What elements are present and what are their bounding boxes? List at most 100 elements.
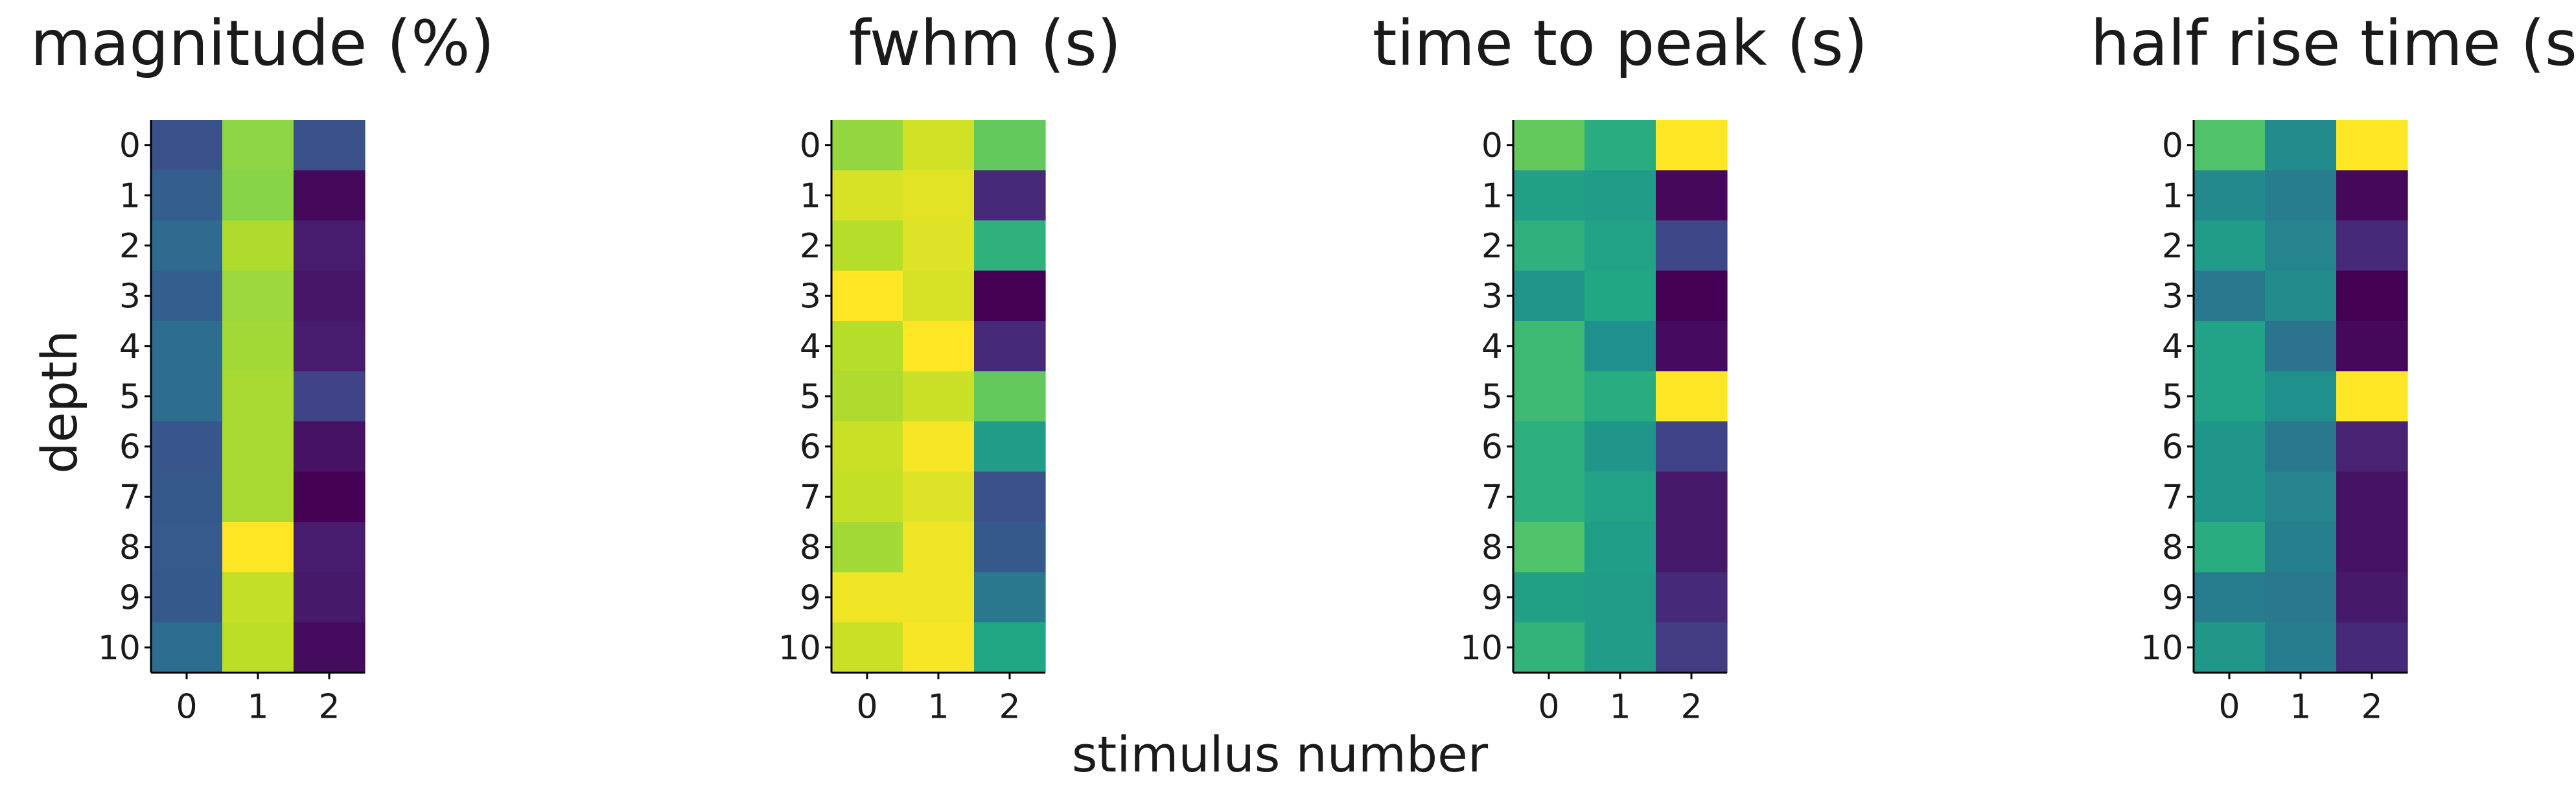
y-tick-label: 4 [800, 327, 821, 366]
y-tick-label: 2 [800, 227, 821, 266]
y-tick-label: 9 [800, 578, 821, 617]
heatmap-cell [1513, 120, 1585, 171]
heatmap-cell [1584, 622, 1656, 674]
y-tick-label: 1 [800, 176, 821, 215]
y-tick-label: 4 [1481, 327, 1503, 366]
heatmap-cell [294, 421, 366, 473]
heatmap-cell [2336, 572, 2408, 623]
x-tick-label: 2 [999, 688, 1020, 727]
x-tick-label: 0 [176, 688, 197, 727]
heatmap-cell [1656, 622, 1728, 674]
heatmap-cell [2336, 471, 2408, 523]
heatmap-cell [831, 170, 903, 221]
heatmap-panel-0: magnitude (%) 0 1 2 3 4 5 6 7 8 9 10 0 1 2 [30, 7, 494, 727]
heatmap-cell [903, 522, 975, 573]
heatmap-cell [2194, 371, 2266, 422]
heatmap-cell [831, 622, 903, 674]
heatmap-cell [2194, 421, 2266, 473]
heatmap-cell [294, 321, 366, 372]
heatmap-cell [222, 572, 294, 623]
heatmap-cell [1513, 220, 1585, 272]
heatmap-cell [974, 220, 1046, 272]
panel-title: time to peak (s) [1373, 7, 1868, 80]
heatmap-cell [2265, 371, 2337, 422]
heatmap-cell [974, 321, 1046, 372]
heatmap-cell [2265, 220, 2337, 272]
heatmap-cell [1513, 622, 1585, 674]
heatmap-cell [1513, 471, 1585, 523]
heatmap-cell [831, 321, 903, 372]
heatmap-cell [294, 270, 366, 322]
heatmap-cell [974, 170, 1046, 221]
x-axis-label: stimulus number [1072, 725, 1489, 783]
y-tick-label: 3 [1481, 277, 1503, 316]
heatmap-cell [1656, 371, 1728, 422]
heatmap-cell [2336, 522, 2408, 573]
heatmap-cell [1656, 522, 1728, 573]
heatmap-cell [2265, 522, 2337, 573]
y-tick-label: 7 [119, 478, 141, 517]
heatmap-cell [2265, 120, 2337, 171]
heatmap-cell [974, 622, 1046, 674]
y-tick-label: 8 [2162, 528, 2183, 567]
heatmap-cell [903, 220, 975, 272]
heatmap-cell [222, 371, 294, 422]
heatmap-cell [151, 220, 223, 272]
x-tick-label: 1 [927, 688, 949, 727]
y-tick-label: 6 [119, 428, 141, 467]
heatmap-cell [1584, 170, 1656, 221]
heatmap-cell [1513, 371, 1585, 422]
y-tick-label: 9 [1481, 578, 1503, 617]
y-tick-label: 4 [2162, 327, 2183, 366]
heatmap-cell [974, 270, 1046, 322]
y-tick-label: 3 [119, 277, 141, 316]
heatmap-cell [903, 270, 975, 322]
heatmap-cell [222, 220, 294, 272]
y-tick-label: 9 [119, 578, 141, 617]
y-tick-label: 0 [1481, 126, 1503, 165]
heatmap-panel-3: half rise time (s) 0 1 2 3 4 5 6 7 8 9 10 0 1 2 [2091, 7, 2576, 727]
heatmap-cell [2194, 471, 2266, 523]
y-tick-label: 3 [800, 277, 821, 316]
heatmap-cell [974, 421, 1046, 473]
heatmap-cell [974, 572, 1046, 623]
heatmap-cell [974, 471, 1046, 523]
x-tick-label: 1 [1609, 688, 1630, 727]
heatmap-panel-1: fwhm (s) 0 1 2 3 4 5 6 7 8 9 10 0 1 2 [778, 7, 1121, 727]
heatmap-cell [903, 622, 975, 674]
heatmap-cell [831, 371, 903, 422]
x-tick-label: 2 [1680, 688, 1702, 727]
panel-title: magnitude (%) [30, 7, 494, 80]
heatmap-cell [2336, 170, 2408, 221]
heatmap-cell [1656, 421, 1728, 473]
heatmap-cell [903, 321, 975, 372]
heatmap-cell [2336, 622, 2408, 674]
y-tick-label: 8 [1481, 528, 1503, 567]
heatmap-cell [151, 170, 223, 221]
heatmap-cell [1656, 321, 1728, 372]
y-tick-label: 2 [1481, 227, 1503, 266]
y-tick-label: 10 [778, 629, 821, 668]
y-tick-label: 8 [800, 528, 821, 567]
heatmap-cell [2194, 170, 2266, 221]
heatmap-cell [2194, 120, 2266, 171]
heatmap-cell [831, 522, 903, 573]
y-tick-label: 6 [1481, 428, 1503, 467]
heatmap-cell [831, 471, 903, 523]
y-tick-label: 4 [119, 327, 141, 366]
heatmap-cell [1513, 321, 1585, 372]
heatmap-cell [1584, 120, 1656, 171]
heatmap-cell [2194, 622, 2266, 674]
heatmap-cell [2194, 522, 2266, 573]
heatmap-cell [151, 321, 223, 372]
y-tick-label: 9 [2162, 578, 2183, 617]
heatmap-cell [2336, 270, 2408, 322]
heatmap-cell [294, 522, 366, 573]
y-tick-label: 5 [119, 377, 141, 416]
heatmap-cell [294, 572, 366, 623]
heatmap-cell [294, 371, 366, 422]
heatmap-cell [2265, 622, 2337, 674]
heatmap-cell [1584, 220, 1656, 272]
y-tick-label: 8 [119, 528, 141, 567]
heatmap-cell [222, 170, 294, 221]
